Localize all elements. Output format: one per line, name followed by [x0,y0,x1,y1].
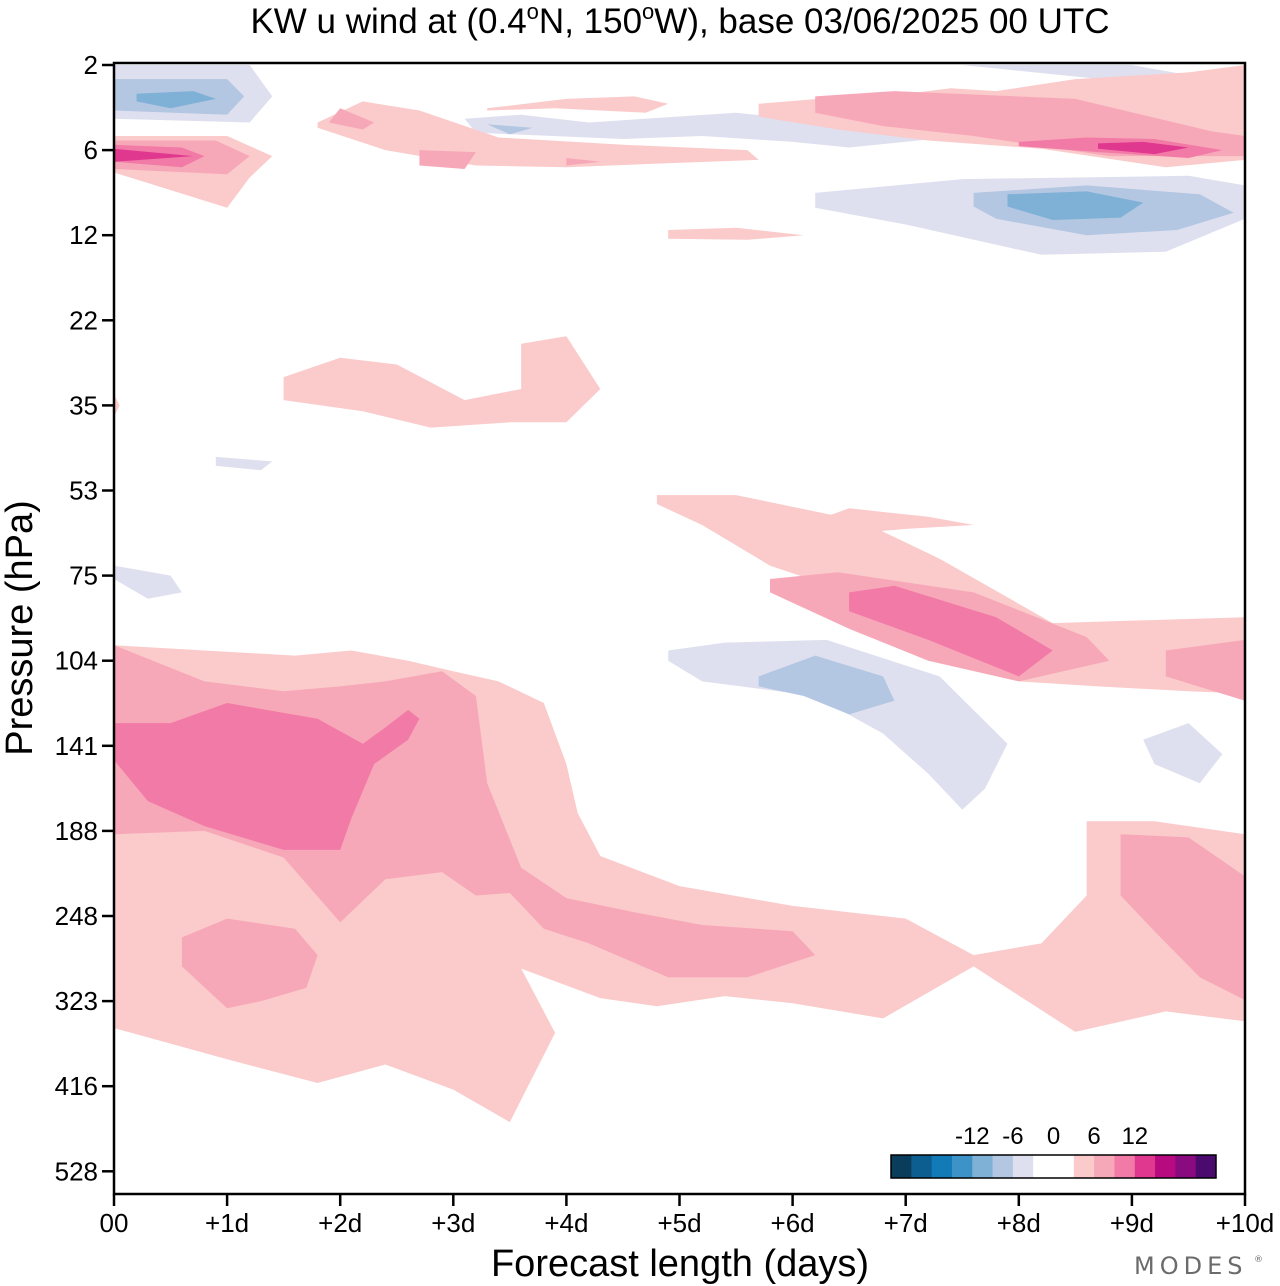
x-tick-label: +3d [431,1208,475,1238]
y-tick-label: 528 [55,1156,98,1186]
contour-pos-mid-region-7 [1165,639,1245,701]
x-tick-label: +5d [657,1208,701,1238]
contour-neg-weak-region-8 [1143,723,1223,784]
x-axis-label: Forecast length (days) [491,1243,869,1285]
colorbar-swatch [1012,1155,1034,1178]
chart-title: KW u wind at (0.4oN, 150oW), base 03/06/… [250,0,1109,41]
contour-pos-strong-region-4 [114,703,420,850]
contour-neg-strong-region-1 [136,91,216,109]
contour-neg-weak-region-5 [215,456,273,471]
y-axis-label: Pressure (hPa) [0,500,41,756]
y-tick-label: 104 [55,646,98,676]
x-tick-label: +8d [997,1208,1041,1238]
contour-fill-layer [114,65,1245,1123]
contour-pos-weak-region-10 [114,394,120,417]
colorbar-swatch [1195,1155,1217,1178]
colorbar-label: 0 [1047,1123,1060,1150]
y-tick-label: 2 [84,50,98,80]
contour-pos-weak-region-6 [283,336,601,428]
x-tick-label: 00 [100,1208,129,1238]
x-tick-label: +6d [771,1208,815,1238]
contour-neg-strong-region-3 [1007,191,1144,220]
y-tick-label: 323 [55,986,98,1016]
y-tick-label: 188 [55,816,98,846]
contour-pos-mid-region-4 [566,158,601,166]
y-tick-label: 12 [69,220,98,250]
svg-text:®: ® [1254,1255,1263,1265]
colorbar-label: 6 [1087,1123,1100,1150]
x-tick-label: +1d [205,1208,249,1238]
colorbar-swatch [1053,1155,1075,1178]
modes-logo: MODES ® [1134,1252,1263,1280]
x-tick-label: +4d [544,1208,588,1238]
x-tick-label: +7d [884,1208,928,1238]
contour-pos-mid-region-2 [328,108,375,130]
colorbar-swatch [931,1155,953,1178]
contour-pos-weak-region-8 [792,508,974,537]
colorbar-label: 12 [1121,1123,1148,1150]
contour-neg-mid-region-2 [487,124,533,135]
contour-pos-weak-region-5 [668,227,804,240]
colorbar-swatch [1134,1155,1156,1178]
colorbar-swatch [1033,1155,1054,1178]
colorbar-swatch [992,1155,1014,1178]
contour-neg-mid-region-5 [758,655,895,715]
x-tick-label: +10d [1216,1208,1275,1238]
contour-pos-deep-region-1 [114,148,194,162]
y-tick-label: 53 [69,476,98,506]
svg-text:MODES: MODES [1134,1252,1247,1280]
colorbar-swatch [951,1155,973,1178]
x-axis: 00 +1d +2d +3d +4d +5d +6d +7d +8d +9d +10d [100,1194,1275,1238]
contour-pos-mid-region-10 [1120,834,1245,1001]
colorbar-swatch [972,1155,993,1178]
colorbar-swatch [1094,1155,1115,1178]
contour-pos-mid-region-3 [419,150,476,169]
contour-pos-weak-region-3 [487,96,669,113]
colorbar-swatch [911,1155,933,1178]
y-tick-label: 248 [55,901,98,931]
x-tick-label: +9d [1110,1208,1154,1238]
y-tick-label: 22 [69,305,98,335]
colorbar-frame [890,1154,1217,1179]
colorbar-swatch [1073,1155,1095,1178]
contour-neg-weak-region-7 [668,639,1008,810]
y-tick-label: 75 [69,561,98,591]
contour-neg-weak-region-2 [464,112,963,148]
y-axis: 2 6 12 22 35 53 75 104 141 188 248 323 416 528 [55,50,114,1186]
colorbar-label: -6 [1002,1123,1023,1150]
y-tick-label: 141 [55,731,98,761]
x-tick-label: +2d [318,1208,362,1238]
contour-pos-mid-region-9 [181,918,318,1009]
colorbar-swatch [1114,1155,1136,1178]
contour-pos-deep-region-2 [1098,141,1189,155]
contour-pos-strong-region-3 [849,585,1053,677]
y-tick-label: 6 [84,135,98,165]
colorbar-swatch [1175,1155,1197,1178]
colorbar-label: -12 [955,1123,990,1150]
colorbar: -12 -6 0 6 12 [890,1123,1217,1179]
y-tick-label: 416 [55,1071,98,1101]
y-tick-label: 35 [69,390,98,420]
colorbar-swatch [1155,1155,1176,1178]
contour-neg-weak-region-6 [114,565,182,599]
colorbar-swatch [891,1155,912,1178]
